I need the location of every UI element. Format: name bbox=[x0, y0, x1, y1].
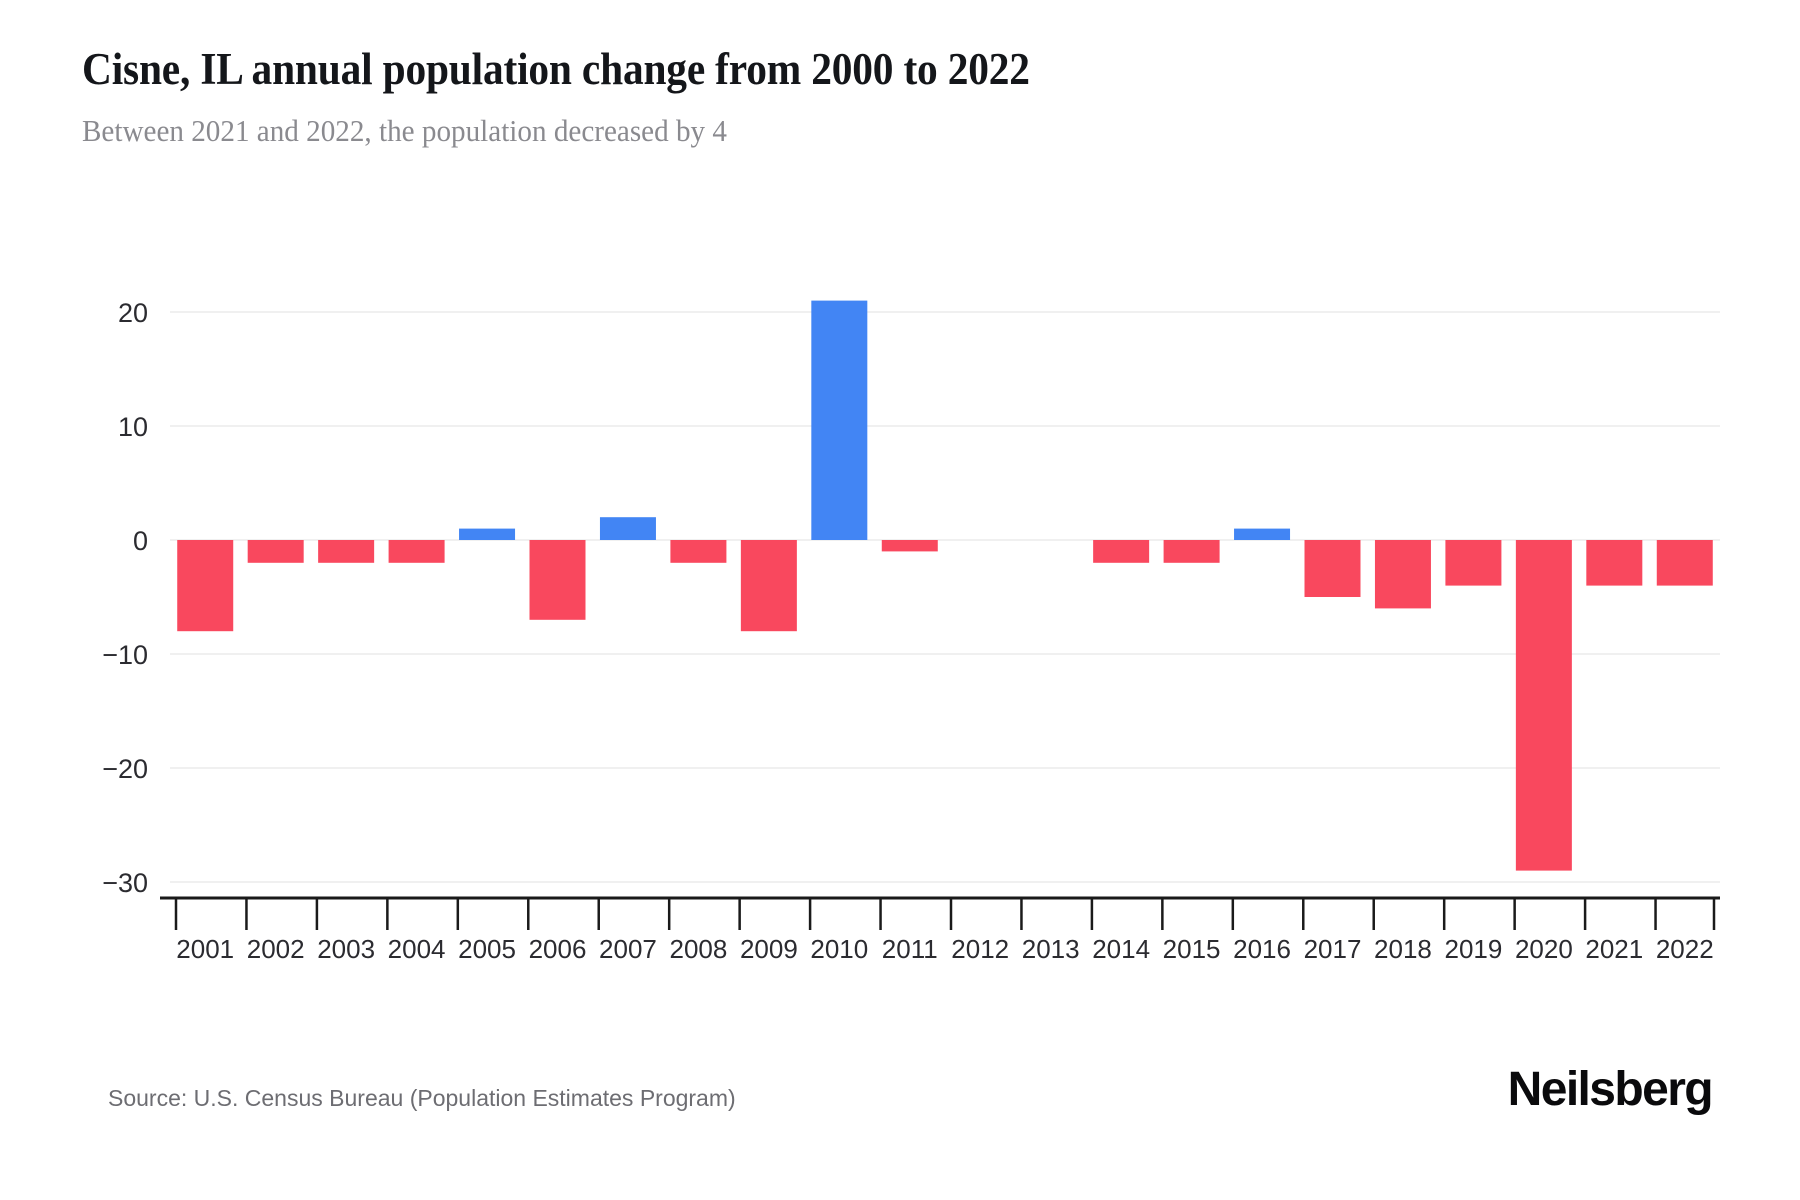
bar-2018[interactable] bbox=[1374, 540, 1431, 609]
bar-2008[interactable] bbox=[670, 540, 727, 563]
x-axis-label-2010: 2010 bbox=[810, 934, 868, 964]
source-note: Source: U.S. Census Bureau (Population E… bbox=[108, 1085, 736, 1111]
chart-subtitle: Between 2021 and 2022, the population de… bbox=[82, 113, 727, 149]
bar-2021[interactable] bbox=[1586, 540, 1643, 586]
bar-2009[interactable] bbox=[740, 540, 797, 632]
x-axis-label-2017: 2017 bbox=[1304, 934, 1362, 964]
bar-2019[interactable] bbox=[1445, 540, 1502, 586]
x-axis-label-2015: 2015 bbox=[1163, 934, 1221, 964]
x-axis-label-2009: 2009 bbox=[740, 934, 798, 964]
x-axis-label-2022: 2022 bbox=[1656, 934, 1714, 964]
x-axis-label-2021: 2021 bbox=[1585, 934, 1643, 964]
x-axis-label-2012: 2012 bbox=[951, 934, 1009, 964]
bar-2006[interactable] bbox=[529, 540, 586, 620]
x-axis-label-2014: 2014 bbox=[1092, 934, 1150, 964]
x-axis-label-2002: 2002 bbox=[247, 934, 305, 964]
bar-2010[interactable] bbox=[811, 300, 868, 540]
page-title: Cisne, IL annual population change from … bbox=[82, 44, 1030, 94]
x-axis-label-2007: 2007 bbox=[599, 934, 657, 964]
x-axis-label-2008: 2008 bbox=[669, 934, 727, 964]
chart-header: Cisne, IL annual population change from … bbox=[82, 44, 1722, 150]
bar-2016[interactable] bbox=[1234, 528, 1291, 540]
y-axis-tick-label: 0 bbox=[133, 526, 148, 556]
x-axis-label-2003: 2003 bbox=[317, 934, 375, 964]
bar-2004[interactable] bbox=[388, 540, 445, 563]
bar-2022[interactable] bbox=[1656, 540, 1713, 586]
x-axis-label-2020: 2020 bbox=[1515, 934, 1573, 964]
x-axis-label-2011: 2011 bbox=[882, 934, 938, 964]
y-axis-tick-label: −20 bbox=[102, 754, 148, 784]
x-axis-label-2004: 2004 bbox=[388, 934, 446, 964]
x-axis-label-2018: 2018 bbox=[1374, 934, 1432, 964]
y-axis-tick-label: −30 bbox=[102, 868, 148, 898]
x-axis-label-2016: 2016 bbox=[1233, 934, 1291, 964]
bar-2007[interactable] bbox=[599, 517, 656, 540]
y-axis-tick-label: 20 bbox=[118, 298, 148, 328]
x-axis-label-2006: 2006 bbox=[529, 934, 587, 964]
brand-logo: Neilsberg bbox=[1507, 1063, 1714, 1116]
bar-2011[interactable] bbox=[881, 540, 938, 552]
y-axis-tick-label: −10 bbox=[102, 640, 148, 670]
y-axis-tick-label: 10 bbox=[118, 412, 148, 442]
bar-2017[interactable] bbox=[1304, 540, 1361, 597]
bar-2020[interactable] bbox=[1515, 540, 1572, 871]
x-axis-label-2013: 2013 bbox=[1022, 934, 1080, 964]
bar-2003[interactable] bbox=[318, 540, 375, 563]
bar-2005[interactable] bbox=[459, 528, 516, 540]
x-axis-label-2001: 2001 bbox=[176, 934, 234, 964]
x-axis-label-2019: 2019 bbox=[1444, 934, 1502, 964]
bar-2014[interactable] bbox=[1093, 540, 1150, 563]
bar-2002[interactable] bbox=[247, 540, 304, 563]
bar-2015[interactable] bbox=[1163, 540, 1220, 563]
bar-2001[interactable] bbox=[177, 540, 234, 632]
x-axis-label-2005: 2005 bbox=[458, 934, 516, 964]
